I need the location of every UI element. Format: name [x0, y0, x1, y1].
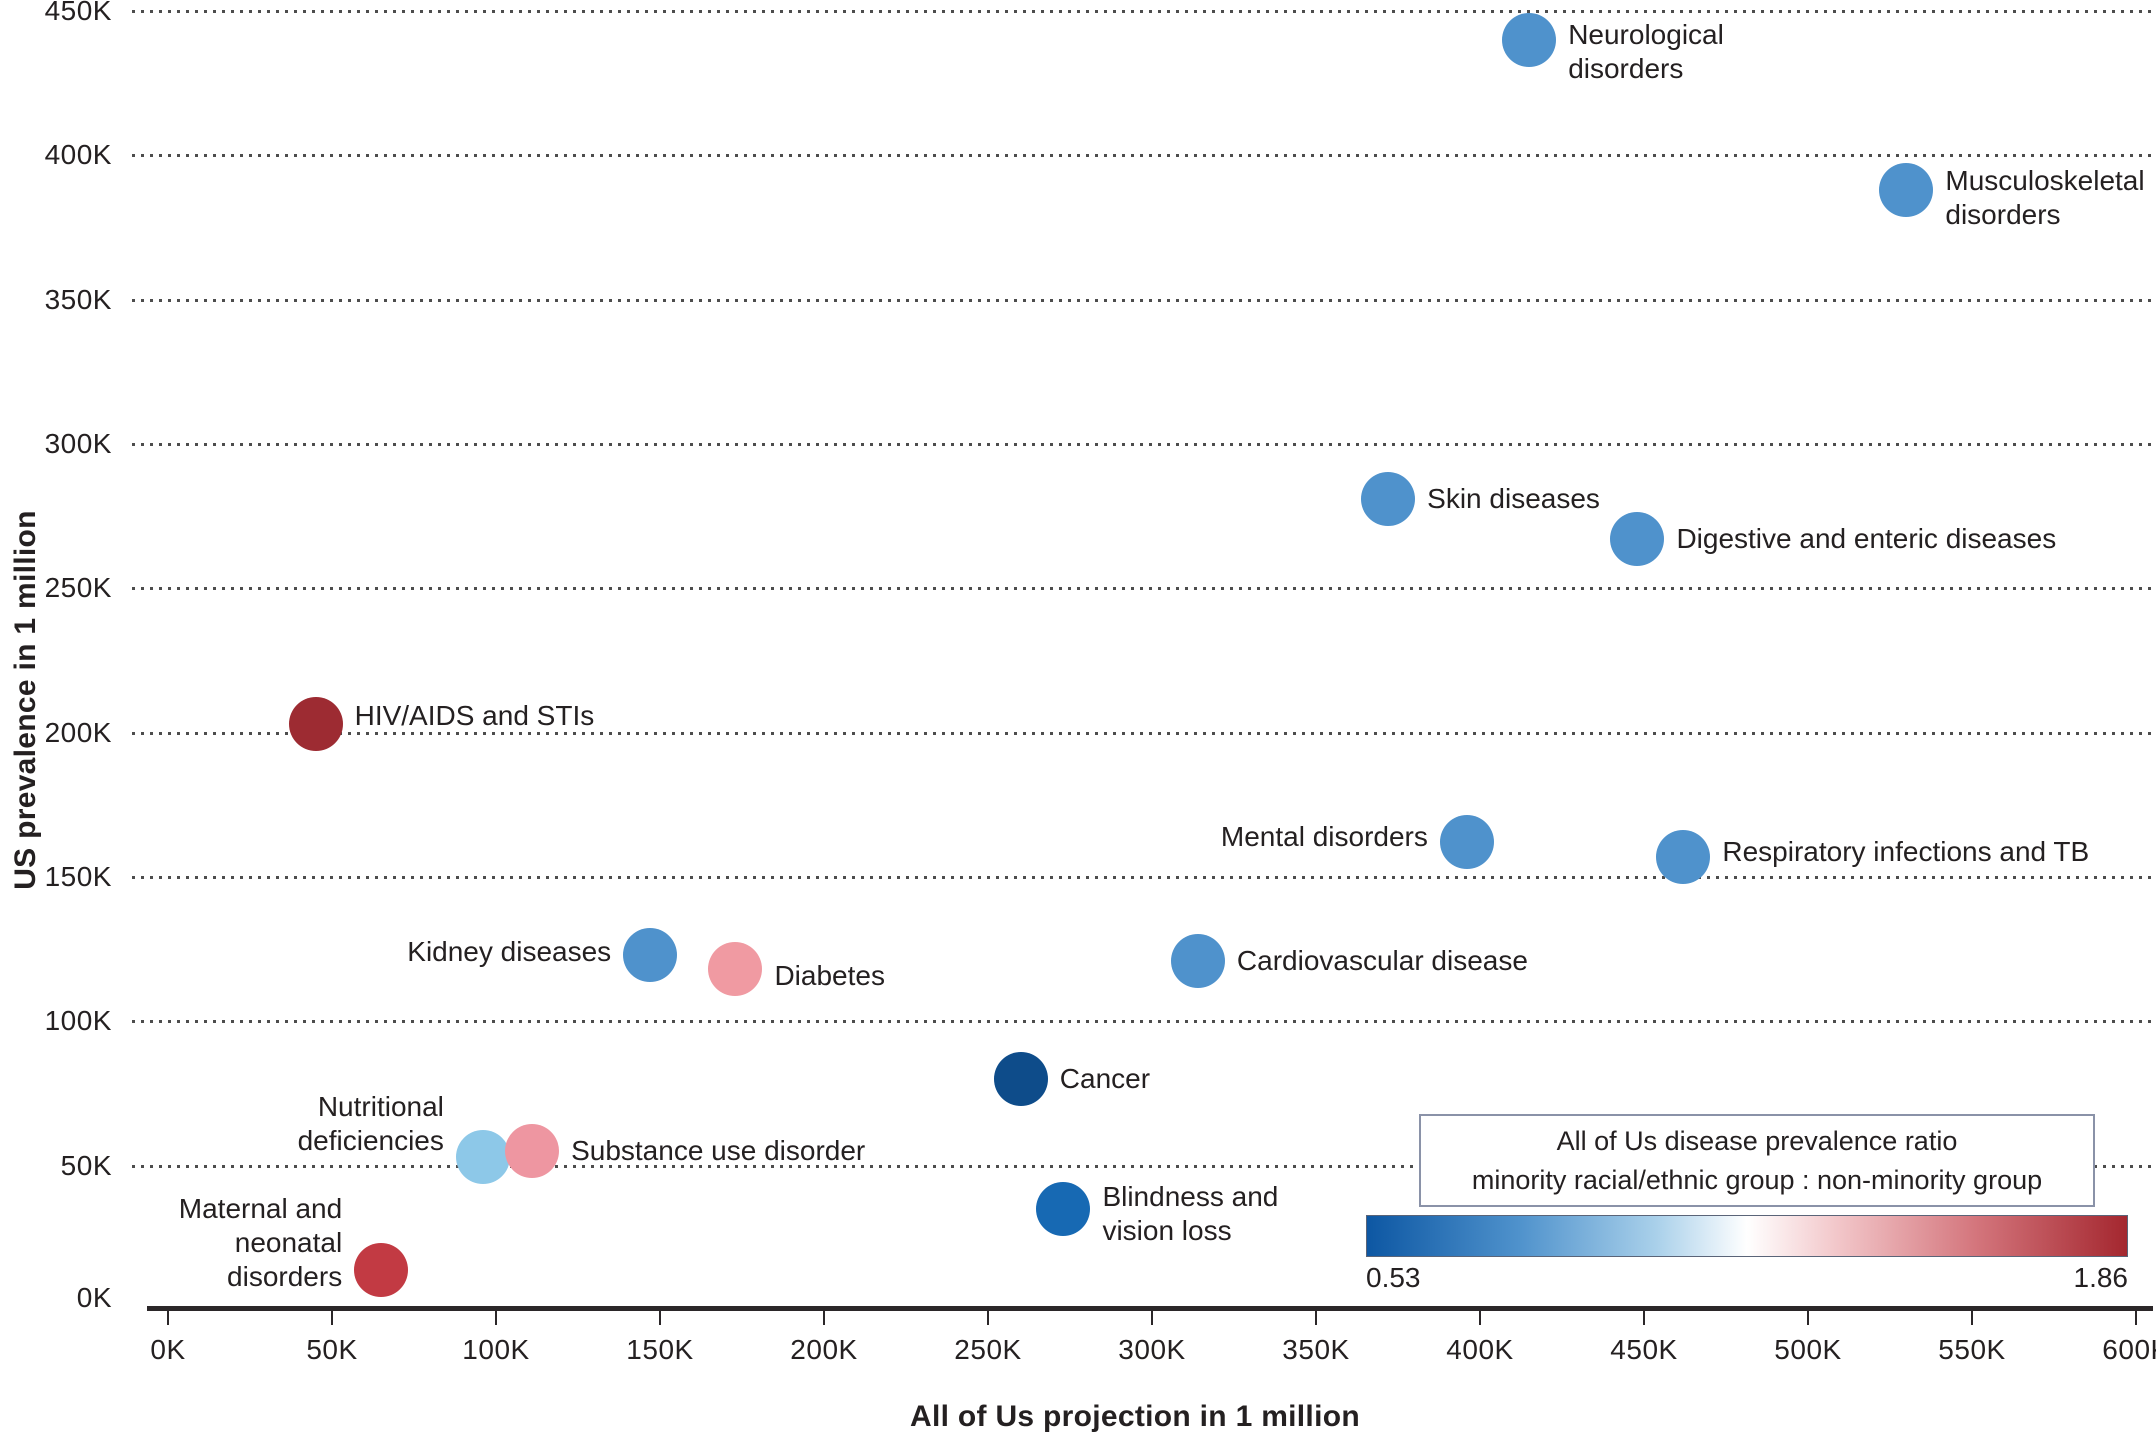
x-tick-label: 300K — [1118, 1334, 1186, 1365]
colorbar-gradient — [1366, 1215, 2128, 1257]
grid-line-250k — [132, 587, 2153, 591]
bubble-skin-diseases — [1361, 471, 1416, 526]
colorbar-min-label: 0.53 — [1366, 1262, 1421, 1293]
label-mental-disorders: Mental disorders — [1220, 821, 1428, 853]
x-tick — [1971, 1311, 1973, 1325]
bubble-maternal-and-neonatal-disorders — [354, 1242, 409, 1297]
bubble-substance-use-disorder — [505, 1124, 560, 1179]
label-musculoskeletal-disorders: Musculoskeletal disorders — [1945, 164, 2145, 230]
y-tick-label: 400K — [44, 139, 112, 171]
bubble-hiv-aids-and-stis — [288, 697, 343, 751]
label-respiratory-infections-and-tb: Respiratory infections and TB — [1722, 835, 2090, 867]
label-cancer: Cancer — [1059, 1063, 1151, 1095]
x-tick — [987, 1311, 989, 1325]
colorbar-max-label: 1.86 — [2073, 1262, 2129, 1293]
label-substance-use-disorder: Substance use disorder — [571, 1135, 866, 1167]
x-tick-label: 500K — [1774, 1334, 1842, 1365]
label-diabetes: Diabetes — [774, 960, 885, 992]
y-tick-label: 0K — [76, 1282, 112, 1313]
x-tick-label: 350K — [1282, 1334, 1350, 1365]
legend-title-line2: minority racial/ethnic group : non-minor… — [1471, 1164, 2043, 1195]
y-tick-label: 150K — [44, 861, 112, 892]
label-kidney-diseases: Kidney diseases — [407, 935, 612, 967]
x-tick — [1479, 1311, 1481, 1325]
y-tick-label: 50K — [60, 1149, 112, 1181]
label-cardiovascular-disease: Cardiovascular disease — [1236, 944, 1528, 976]
bubble-musculoskeletal-disorders — [1879, 162, 1934, 217]
y-tick-label: 200K — [44, 716, 112, 748]
legend-title-line1: All of Us disease prevalence ratio — [1556, 1125, 1958, 1156]
label-blindness-and-vision-loss: Blindness and vision loss — [1102, 1180, 1279, 1246]
x-tick — [2135, 1311, 2137, 1325]
bubble-neurological-disorders — [1502, 12, 1557, 67]
x-tick-label: 150K — [626, 1334, 694, 1365]
y-tick-label: 350K — [44, 283, 112, 315]
x-tick-label: 50K — [306, 1334, 358, 1365]
grid-line-450k — [132, 10, 2153, 13]
grid-line-150k — [132, 876, 2153, 879]
y-tick-label: 450K — [44, 0, 112, 26]
y-tick-label: 250K — [44, 572, 112, 604]
x-tick — [1151, 1311, 1153, 1325]
bubble-mental-disorders — [1439, 815, 1494, 870]
x-tick-label: 0K — [150, 1334, 186, 1365]
bubble-diabetes — [708, 942, 763, 997]
x-tick-label: 100K — [462, 1334, 530, 1365]
label-maternal-and-neonatal-disorders: Maternal and neonatal disorders — [178, 1192, 343, 1292]
x-tick — [823, 1311, 825, 1325]
label-skin-diseases: Skin diseases — [1427, 482, 1600, 514]
grid-line-350k — [132, 298, 2153, 302]
bubble-kidney-diseases — [623, 927, 678, 982]
label-hiv-aids-and-stis: HIV/AIDS and STIs — [354, 700, 595, 731]
bubble-digestive-and-enteric-diseases — [1610, 512, 1665, 567]
y-tick-label: 100K — [44, 1005, 112, 1037]
bubble-cardiovascular-disease — [1170, 933, 1225, 988]
x-tick-label: 450K — [1610, 1334, 1678, 1365]
label-neurological-disorders: Neurological disorders — [1568, 18, 1724, 84]
x-tick-label: 250K — [954, 1334, 1022, 1365]
x-tick-label: 400K — [1446, 1334, 1514, 1365]
bubble-nutritional-deficiencies — [455, 1130, 510, 1184]
grid-line-300k — [132, 443, 2153, 446]
x-tick — [1315, 1311, 1317, 1325]
x-tick — [1807, 1311, 1809, 1325]
y-tick-label: 300K — [44, 428, 112, 459]
bubble-blindness-and-vision-loss — [1036, 1181, 1091, 1236]
x-axis-line — [147, 1306, 2153, 1311]
grid-line-200k — [132, 731, 2153, 735]
label-nutritional-deficiencies: Nutritional deficiencies — [297, 1091, 444, 1156]
x-tick — [1643, 1311, 1645, 1325]
x-tick — [331, 1311, 333, 1325]
label-digestive-and-enteric-diseases: Digestive and enteric diseases — [1676, 523, 2057, 555]
bubble-cancer — [993, 1052, 1048, 1107]
x-tick — [495, 1311, 497, 1325]
x-tick — [659, 1311, 661, 1325]
x-tick-label: 600K — [2102, 1334, 2156, 1365]
grid-line-400k — [132, 154, 2153, 158]
y-axis-title: US prevalence in 1 million — [9, 510, 42, 890]
bubble-respiratory-infections-and-tb — [1656, 829, 1711, 884]
x-tick-label: 200K — [790, 1334, 858, 1365]
x-axis-title: All of Us projection in 1 million — [910, 1400, 1360, 1433]
grid-line-50k — [132, 1164, 2153, 1168]
grid-line-100k — [132, 1020, 2153, 1024]
x-tick — [167, 1311, 169, 1325]
x-tick-label: 550K — [1938, 1334, 2006, 1365]
colorbar-legend-box: All of Us disease prevalence ratio minor… — [1419, 1114, 2095, 1207]
